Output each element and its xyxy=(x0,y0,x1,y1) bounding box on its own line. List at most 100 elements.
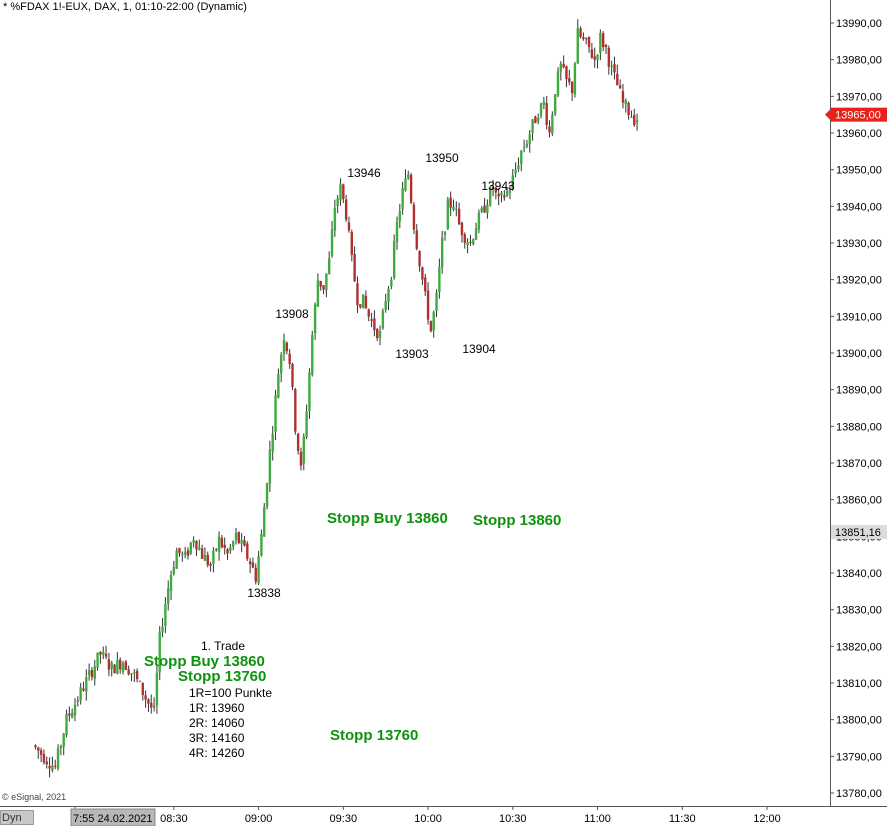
candle-up xyxy=(508,190,512,193)
candle-up xyxy=(559,63,563,72)
candle-down xyxy=(449,197,452,208)
candle-up xyxy=(277,374,280,398)
y-tick-label: 13900,00 xyxy=(836,348,882,360)
candle-down xyxy=(494,187,498,193)
annotation-price-13943: 13943 xyxy=(481,179,515,193)
candle-up xyxy=(440,237,444,268)
candle-up xyxy=(398,211,402,222)
candle-down xyxy=(409,174,413,203)
candle-up xyxy=(325,273,328,290)
candle-up xyxy=(443,231,447,235)
candle-down xyxy=(99,652,102,655)
annotation-stopp-7: Stopp Buy 13860 xyxy=(327,510,448,527)
candle-up xyxy=(573,63,577,95)
trade-target-2r: 2R: 14060 xyxy=(189,716,245,730)
annotation-stopp-8: Stopp 13860 xyxy=(473,512,561,529)
candle-up xyxy=(531,119,534,134)
candle-up xyxy=(576,28,579,64)
y-tick-label: 13950,00 xyxy=(836,165,882,177)
candle-up xyxy=(336,198,339,206)
candle-down xyxy=(367,309,370,317)
candle-up xyxy=(167,588,170,604)
candle-down xyxy=(107,659,111,670)
current-price-badge xyxy=(831,107,887,122)
candle-down xyxy=(251,562,255,568)
candle-down xyxy=(579,28,582,38)
candle-down xyxy=(82,688,85,691)
trade-label: 1. Trade xyxy=(201,639,246,653)
y-tick-label: 13960,00 xyxy=(836,128,882,140)
candle-up xyxy=(489,187,492,206)
x-tick-label: 11:30 xyxy=(669,813,696,825)
candle-up xyxy=(138,681,142,683)
candle-down xyxy=(299,451,303,466)
candle-down xyxy=(90,670,94,678)
candle-down xyxy=(616,73,619,86)
candle-up xyxy=(87,670,91,675)
candle-up xyxy=(542,101,546,105)
candle-down xyxy=(548,126,551,133)
candle-up xyxy=(279,354,283,374)
candle-up xyxy=(505,190,509,196)
y-tick-label: 13800,00 xyxy=(836,715,882,727)
candle-up xyxy=(435,292,438,312)
candle-down xyxy=(593,56,596,60)
candle-down xyxy=(621,90,625,103)
candle-up xyxy=(610,65,613,67)
candle-up xyxy=(361,294,365,309)
candle-up xyxy=(65,714,68,736)
candle-up xyxy=(85,677,88,692)
y-tick-label: 13820,00 xyxy=(836,641,882,653)
candle-up xyxy=(474,228,478,240)
candle-down xyxy=(607,47,611,67)
candle-up xyxy=(217,536,221,552)
candle-down xyxy=(342,184,345,199)
candle-up xyxy=(330,229,334,256)
x-tick-label: 10:30 xyxy=(499,813,527,825)
candle-down xyxy=(54,765,57,767)
candle-up xyxy=(62,733,65,747)
candle-up xyxy=(183,552,187,555)
candle-down xyxy=(322,285,325,290)
x-tick-label: 11:00 xyxy=(584,813,611,825)
candle-up xyxy=(401,188,404,210)
trade-target-1r: 1R: 13960 xyxy=(189,701,245,715)
candle-down xyxy=(503,195,506,198)
candle-up xyxy=(234,532,238,540)
candle-up xyxy=(152,705,156,708)
candle-up xyxy=(265,483,269,507)
candle-up xyxy=(282,339,286,355)
dyn-button[interactable]: Dyn xyxy=(0,810,34,825)
candle-down xyxy=(568,78,571,83)
candle-up xyxy=(316,280,320,307)
candle-down xyxy=(565,66,568,80)
candle-up xyxy=(76,700,80,702)
candle-up xyxy=(192,539,195,543)
annotation-stopp-initial: Stopp 13760 xyxy=(178,668,267,685)
candle-up xyxy=(539,103,543,116)
candle-up xyxy=(392,241,396,278)
y-tick-label: 13930,00 xyxy=(836,238,882,250)
candle-down xyxy=(356,283,359,306)
candle-up xyxy=(313,304,317,334)
candle-up xyxy=(407,174,410,179)
candle-up xyxy=(387,288,390,302)
candle-down xyxy=(604,45,608,48)
candle-down xyxy=(118,659,122,670)
candle-up xyxy=(110,662,113,669)
y-tick-label: 13870,00 xyxy=(836,458,882,470)
candle-up xyxy=(172,567,176,575)
annotation-price-13903: 13903 xyxy=(395,347,429,361)
candle-up xyxy=(268,449,272,484)
candle-down xyxy=(243,540,246,546)
trade-target-4r: 4R: 14260 xyxy=(189,746,245,760)
candle-down xyxy=(497,193,500,197)
candle-up xyxy=(596,55,599,61)
candle-down xyxy=(633,114,636,125)
candle-up xyxy=(121,663,125,672)
candle-down xyxy=(34,745,37,748)
candle-down xyxy=(215,548,218,550)
candle-up xyxy=(175,550,178,569)
candle-down xyxy=(296,433,300,451)
